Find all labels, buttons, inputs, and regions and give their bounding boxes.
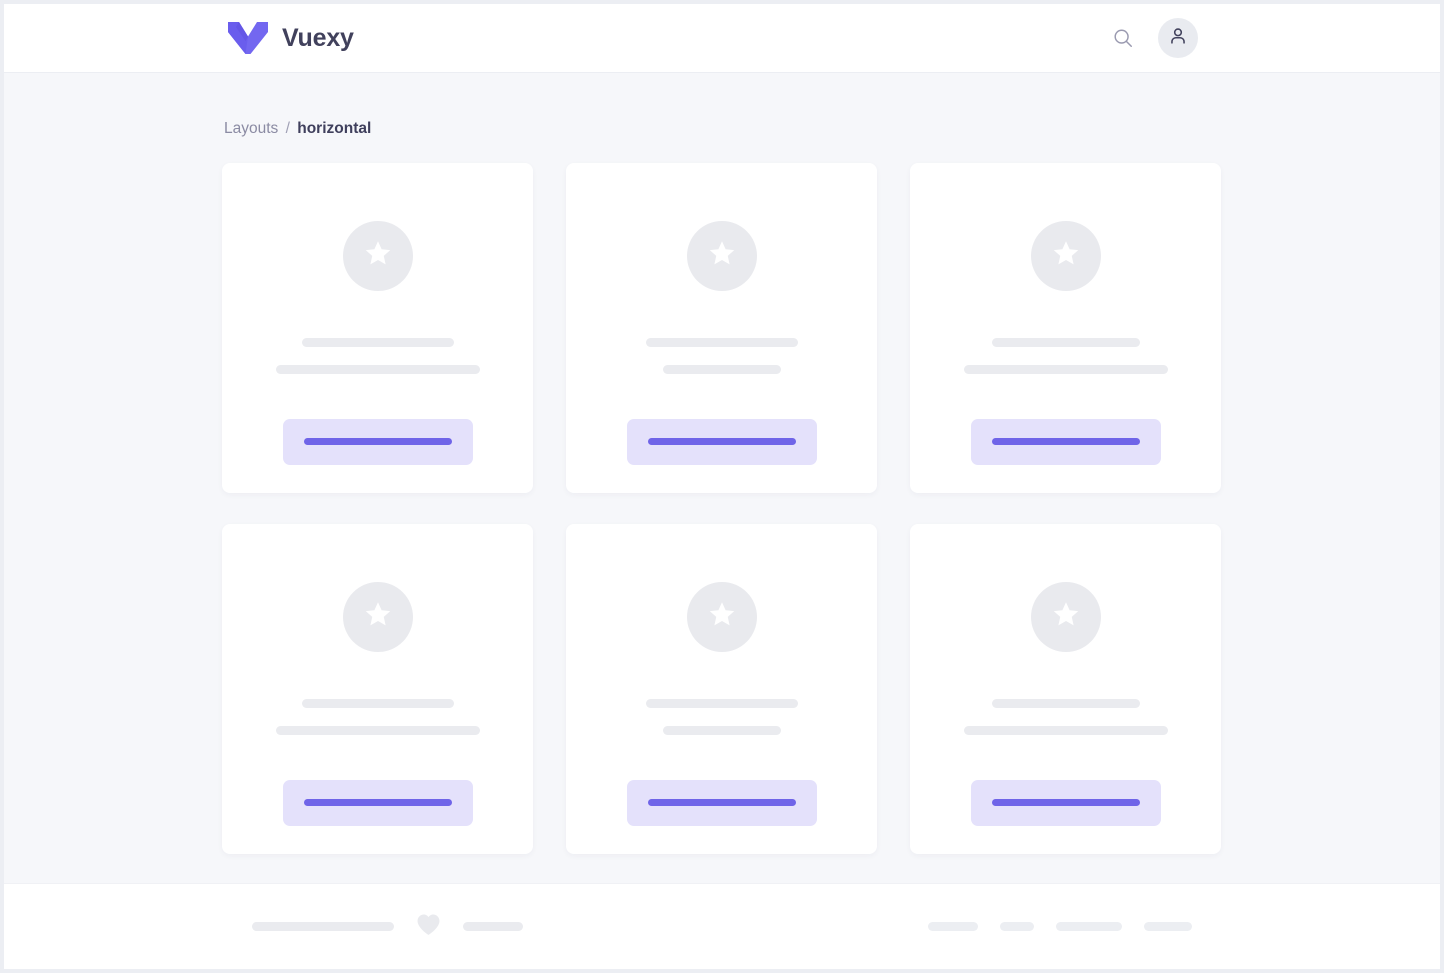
card-button-label-placeholder bbox=[647, 799, 796, 806]
star-icon bbox=[707, 599, 737, 634]
footer-copyright-placeholder bbox=[252, 913, 523, 941]
card-line-primary bbox=[991, 698, 1140, 708]
card-line-secondary bbox=[963, 364, 1168, 374]
vuexy-v-logo-icon bbox=[228, 22, 268, 54]
card-text-placeholders bbox=[910, 337, 1221, 374]
brand-name: Vuexy bbox=[282, 23, 354, 52]
footer-text-bar-1 bbox=[252, 922, 394, 931]
card-action-button[interactable] bbox=[626, 418, 817, 465]
card-line-primary bbox=[645, 337, 798, 347]
search-icon[interactable] bbox=[1110, 25, 1136, 51]
star-icon bbox=[363, 238, 393, 273]
card-text-placeholders bbox=[566, 698, 877, 735]
card-text-placeholders bbox=[222, 337, 533, 374]
footer-inner bbox=[222, 884, 1222, 969]
card-line-primary bbox=[301, 337, 454, 347]
card-line-secondary bbox=[275, 364, 480, 374]
skeleton-card[interactable] bbox=[222, 162, 533, 493]
card-avatar bbox=[1030, 581, 1101, 652]
card-action-button[interactable] bbox=[282, 418, 473, 465]
skeleton-card[interactable] bbox=[910, 162, 1221, 493]
card-line-primary bbox=[645, 698, 798, 708]
footer-link[interactable] bbox=[928, 922, 978, 931]
skeleton-card[interactable] bbox=[222, 523, 533, 854]
breadcrumb-root[interactable]: Layouts bbox=[224, 120, 279, 137]
main-content: Layouts / horizontal bbox=[4, 73, 1440, 883]
card-line-secondary bbox=[662, 725, 781, 735]
footer-link[interactable] bbox=[1144, 922, 1192, 931]
card-line-primary bbox=[991, 337, 1140, 347]
heart-icon bbox=[416, 913, 441, 941]
card-grid bbox=[222, 162, 1222, 854]
skeleton-card[interactable] bbox=[566, 162, 877, 493]
star-icon bbox=[707, 238, 737, 273]
card-avatar bbox=[342, 581, 413, 652]
card-button-label-placeholder bbox=[303, 799, 452, 806]
card-avatar bbox=[686, 581, 757, 652]
star-icon bbox=[1051, 599, 1081, 634]
star-icon bbox=[1051, 238, 1081, 273]
app-frame: Vuexy bbox=[4, 4, 1440, 969]
card-line-secondary bbox=[275, 725, 480, 735]
brand-logo-link[interactable]: Vuexy bbox=[228, 22, 354, 54]
footer-link[interactable] bbox=[1000, 922, 1034, 931]
card-text-placeholders bbox=[222, 698, 533, 735]
card-line-secondary bbox=[963, 725, 1168, 735]
skeleton-card[interactable] bbox=[566, 523, 877, 854]
navbar-inner: Vuexy bbox=[222, 4, 1222, 72]
card-line-secondary bbox=[662, 364, 781, 374]
footer-link[interactable] bbox=[1056, 922, 1122, 931]
card-avatar bbox=[1030, 220, 1101, 291]
card-line-primary bbox=[301, 698, 454, 708]
top-navbar: Vuexy bbox=[4, 4, 1440, 73]
card-action-button[interactable] bbox=[970, 418, 1161, 465]
card-action-button[interactable] bbox=[626, 779, 817, 826]
footer-text-bar-2 bbox=[463, 922, 523, 931]
card-action-button[interactable] bbox=[282, 779, 473, 826]
skeleton-card[interactable] bbox=[910, 523, 1221, 854]
content-container: Layouts / horizontal bbox=[222, 121, 1222, 854]
card-button-label-placeholder bbox=[991, 438, 1140, 445]
footer-links bbox=[928, 922, 1192, 931]
breadcrumb-separator: / bbox=[285, 120, 290, 137]
card-button-label-placeholder bbox=[991, 799, 1140, 806]
breadcrumb-current: horizontal bbox=[297, 120, 372, 137]
card-avatar bbox=[686, 220, 757, 291]
breadcrumb: Layouts / horizontal bbox=[222, 121, 1222, 137]
user-avatar-button[interactable] bbox=[1158, 18, 1198, 58]
star-icon bbox=[363, 599, 393, 634]
card-text-placeholders bbox=[566, 337, 877, 374]
card-avatar bbox=[342, 220, 413, 291]
navbar-actions bbox=[1110, 18, 1198, 58]
user-avatar-icon bbox=[1167, 25, 1189, 52]
card-button-label-placeholder bbox=[647, 438, 796, 445]
card-action-button[interactable] bbox=[970, 779, 1161, 826]
page-footer bbox=[4, 883, 1440, 969]
card-button-label-placeholder bbox=[303, 438, 452, 445]
card-text-placeholders bbox=[910, 698, 1221, 735]
